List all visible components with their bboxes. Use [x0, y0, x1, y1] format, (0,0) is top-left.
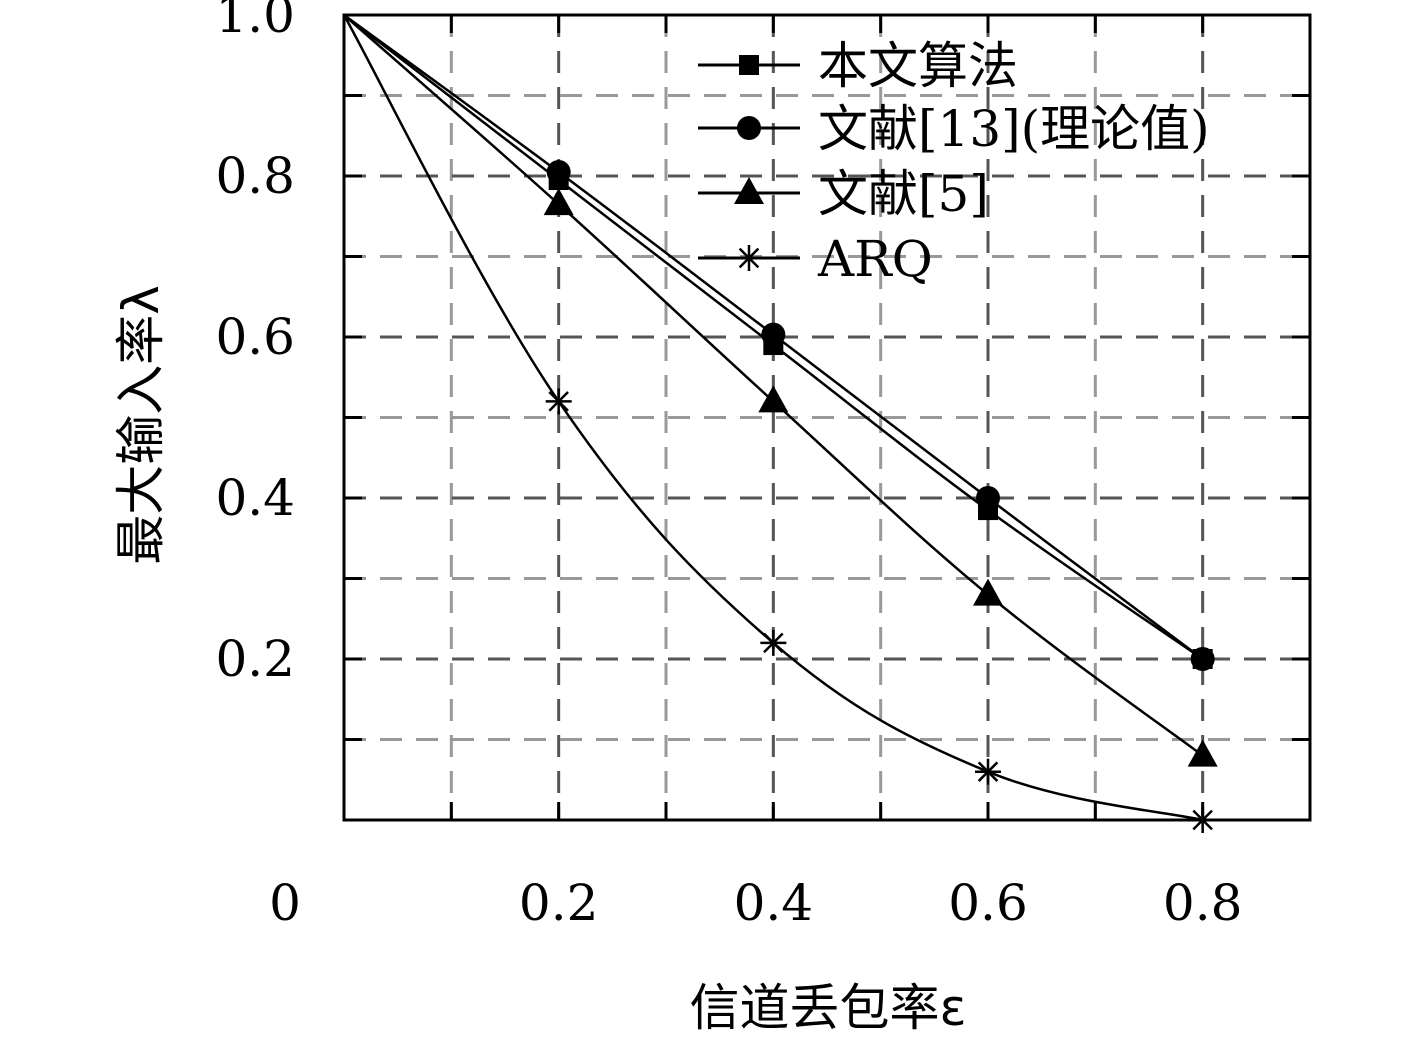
y-tick-label: 0.8 [215, 147, 295, 205]
legend-label: 文献[5] [818, 165, 989, 223]
y-tick-labels: 0.2 0.4 0.6 0.8 1.0 [215, 0, 295, 688]
data-point-triangle [758, 385, 789, 413]
data-point-square [739, 55, 759, 75]
axis-ticks [344, 15, 1310, 820]
data-point-triangle [973, 578, 1003, 606]
data-point-star [975, 758, 1001, 785]
y-tick-label: 0.6 [215, 308, 295, 366]
grid-lines [344, 15, 1310, 820]
data-point-circle [737, 116, 761, 140]
data-point-circle [761, 322, 786, 347]
data-point-star [545, 388, 572, 415]
legend-item: 本文算法 [698, 37, 1018, 95]
legend-label: ARQ [817, 230, 933, 288]
legend-item: 文献[5] [698, 165, 989, 223]
data-point-triangle [1187, 739, 1218, 767]
data-point-circle [546, 159, 571, 184]
x-tick-labels: 0 0.2 0.4 0.6 0.8 [269, 874, 1242, 932]
data-point-circle [1190, 647, 1215, 671]
legend-label: 文献[13](理论值) [818, 100, 1210, 158]
legend-label: 本文算法 [818, 37, 1018, 95]
x-tick-label: 0.8 [1163, 874, 1243, 932]
data-point-triangle [543, 188, 574, 216]
x-tick-label: 0.2 [519, 874, 599, 932]
x-tick-label: 0.4 [734, 874, 814, 932]
data-point-circle [976, 486, 1000, 510]
data-point-star [760, 629, 787, 656]
y-axis-title: 最大输入率λ [112, 285, 170, 565]
y-tick-label: 0.2 [215, 630, 295, 688]
series-line [342, 14, 1203, 822]
y-tick-label: 0.4 [215, 469, 295, 527]
x-tick-label: 0.6 [948, 874, 1028, 932]
y-tick-label: 1.0 [215, 0, 295, 44]
series-markers [543, 159, 1218, 833]
legend-item: ARQ [698, 230, 933, 288]
legend-item: 文献[13](理论值) [698, 100, 1210, 158]
data-point-triangle [734, 177, 764, 204]
data-point-star [1189, 807, 1216, 833]
x-tick-label: 0 [269, 874, 301, 932]
data-point-star [736, 245, 762, 271]
x-axis-title: 信道丢包率ε [689, 979, 966, 1037]
